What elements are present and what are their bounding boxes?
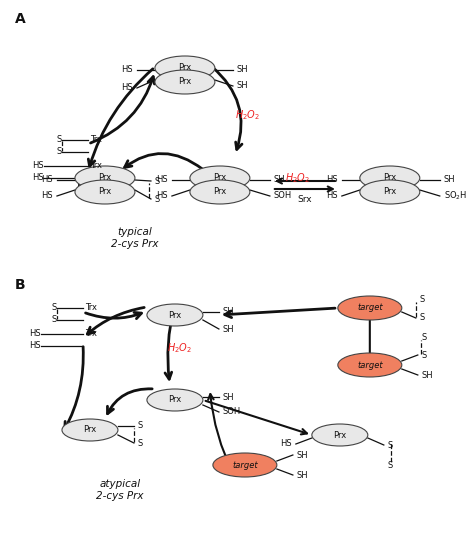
Text: atypical
2-cys Prx: atypical 2-cys Prx [96, 479, 144, 501]
Text: Srx: Srx [298, 196, 312, 205]
FancyArrowPatch shape [274, 187, 333, 191]
Text: SH: SH [223, 324, 235, 333]
Ellipse shape [338, 296, 402, 320]
Text: $H_2O_2$: $H_2O_2$ [285, 171, 310, 185]
Text: target: target [357, 303, 383, 312]
FancyArrowPatch shape [277, 178, 335, 183]
Text: HS: HS [32, 174, 44, 182]
Text: HS: HS [41, 191, 53, 200]
Text: HS: HS [41, 175, 53, 184]
Text: HS: HS [326, 175, 338, 184]
Text: HS: HS [326, 191, 338, 200]
Text: S: S [420, 295, 425, 304]
Text: Trx: Trx [90, 161, 102, 170]
Text: S: S [138, 421, 143, 430]
Ellipse shape [190, 180, 250, 204]
Text: SH: SH [297, 450, 309, 459]
Text: SH: SH [297, 471, 309, 480]
Text: HS: HS [29, 341, 41, 351]
Text: S: S [422, 333, 427, 343]
Text: HS: HS [29, 330, 41, 339]
Text: S: S [138, 438, 143, 448]
Text: S: S [388, 460, 393, 470]
Text: Prx: Prx [383, 188, 396, 197]
Text: typical
2-cys Prx: typical 2-cys Prx [111, 227, 159, 249]
Ellipse shape [190, 166, 250, 190]
Text: Prx: Prx [168, 310, 182, 319]
Text: SH: SH [223, 392, 235, 401]
Ellipse shape [75, 166, 135, 190]
FancyArrowPatch shape [65, 347, 83, 429]
Text: Prx: Prx [178, 78, 191, 86]
Text: Prx: Prx [168, 396, 182, 405]
FancyArrowPatch shape [212, 67, 242, 150]
Text: HS: HS [156, 191, 168, 200]
Text: Prx: Prx [98, 174, 111, 182]
Text: SOH: SOH [223, 407, 241, 416]
Text: Prx: Prx [333, 430, 346, 440]
Text: $H_2O_2$: $H_2O_2$ [235, 108, 261, 122]
Text: A: A [15, 12, 26, 26]
Text: S: S [388, 441, 393, 450]
Text: S: S [420, 314, 425, 323]
FancyArrowPatch shape [86, 312, 141, 319]
Ellipse shape [155, 70, 215, 94]
Ellipse shape [62, 419, 118, 441]
Ellipse shape [75, 180, 135, 204]
Text: SH: SH [237, 81, 248, 91]
Text: SH: SH [422, 370, 433, 379]
FancyArrowPatch shape [125, 153, 203, 169]
Text: Prx: Prx [383, 174, 396, 182]
Text: SH: SH [237, 65, 248, 75]
FancyArrowPatch shape [80, 176, 87, 185]
Text: S: S [57, 136, 62, 145]
Ellipse shape [360, 166, 420, 190]
Text: S: S [155, 176, 160, 185]
Ellipse shape [312, 424, 368, 446]
FancyArrowPatch shape [367, 301, 373, 374]
FancyArrowPatch shape [208, 394, 234, 474]
Text: Trx: Trx [85, 330, 97, 339]
Text: target: target [357, 361, 383, 369]
FancyArrowPatch shape [88, 69, 153, 166]
Text: Trx: Trx [85, 303, 97, 312]
Text: S: S [422, 351, 427, 360]
Text: S: S [57, 147, 62, 157]
Ellipse shape [147, 389, 203, 411]
Text: SH: SH [444, 175, 456, 184]
Text: HS: HS [121, 65, 133, 75]
Text: SO$_2$H: SO$_2$H [444, 190, 467, 202]
Ellipse shape [147, 304, 203, 326]
Text: HS: HS [32, 161, 44, 170]
FancyArrowPatch shape [165, 307, 174, 379]
FancyArrowPatch shape [206, 401, 307, 434]
FancyArrowPatch shape [91, 77, 155, 143]
Text: HS: HS [156, 175, 168, 184]
Text: Prx: Prx [83, 426, 97, 435]
Text: HS: HS [280, 440, 292, 449]
Text: S: S [52, 303, 57, 312]
Text: Prx: Prx [213, 174, 227, 182]
Text: SOH: SOH [274, 191, 292, 200]
Ellipse shape [213, 453, 277, 477]
Text: S: S [52, 316, 57, 324]
FancyArrowPatch shape [225, 308, 335, 318]
Ellipse shape [338, 353, 402, 377]
Text: $H_2O_2$: $H_2O_2$ [167, 341, 192, 355]
Text: Prx: Prx [178, 63, 191, 72]
Text: Trx: Trx [90, 136, 102, 145]
Text: Prx: Prx [98, 188, 111, 197]
Text: SH: SH [274, 175, 285, 184]
Text: SH: SH [223, 308, 235, 316]
FancyArrowPatch shape [87, 308, 144, 334]
Text: HS: HS [121, 84, 133, 93]
Ellipse shape [360, 180, 420, 204]
Ellipse shape [155, 56, 215, 80]
Text: S: S [155, 195, 160, 204]
Text: Prx: Prx [213, 188, 227, 197]
Text: target: target [232, 460, 258, 470]
Text: B: B [15, 278, 26, 292]
FancyArrowPatch shape [108, 389, 152, 414]
